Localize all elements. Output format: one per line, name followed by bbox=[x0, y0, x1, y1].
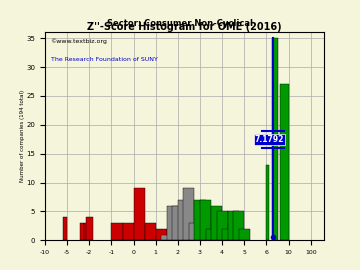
Bar bbox=[228, 211, 239, 240]
Bar bbox=[272, 38, 278, 240]
Bar bbox=[86, 217, 93, 240]
Y-axis label: Number of companies (194 total): Number of companies (194 total) bbox=[20, 90, 25, 183]
Bar bbox=[178, 200, 189, 240]
Bar bbox=[156, 229, 167, 240]
Title: Z''-Score Histogram for OME (2016): Z''-Score Histogram for OME (2016) bbox=[87, 22, 282, 32]
Text: The Research Foundation of SUNY: The Research Foundation of SUNY bbox=[50, 57, 157, 62]
Bar bbox=[145, 223, 156, 240]
Bar bbox=[200, 200, 211, 240]
Bar bbox=[222, 229, 233, 240]
Bar bbox=[183, 188, 194, 240]
Bar bbox=[217, 211, 228, 240]
Bar bbox=[84, 223, 87, 240]
Bar bbox=[266, 165, 269, 240]
Bar bbox=[122, 223, 134, 240]
Bar bbox=[112, 223, 122, 240]
Text: ©www.textbiz.org: ©www.textbiz.org bbox=[50, 39, 107, 44]
Bar bbox=[172, 206, 183, 240]
Bar bbox=[211, 206, 222, 240]
Text: Sector: Consumer Non-Cyclical: Sector: Consumer Non-Cyclical bbox=[107, 19, 253, 28]
Bar bbox=[63, 217, 67, 240]
Bar bbox=[189, 223, 200, 240]
Bar bbox=[167, 206, 178, 240]
Bar bbox=[80, 223, 84, 240]
Bar bbox=[194, 200, 206, 240]
Bar bbox=[239, 229, 250, 240]
Bar bbox=[161, 235, 172, 240]
Bar bbox=[134, 188, 145, 240]
Bar bbox=[206, 229, 217, 240]
Bar bbox=[280, 85, 289, 240]
Bar bbox=[233, 211, 244, 240]
Text: 7.1792: 7.1792 bbox=[255, 135, 284, 144]
